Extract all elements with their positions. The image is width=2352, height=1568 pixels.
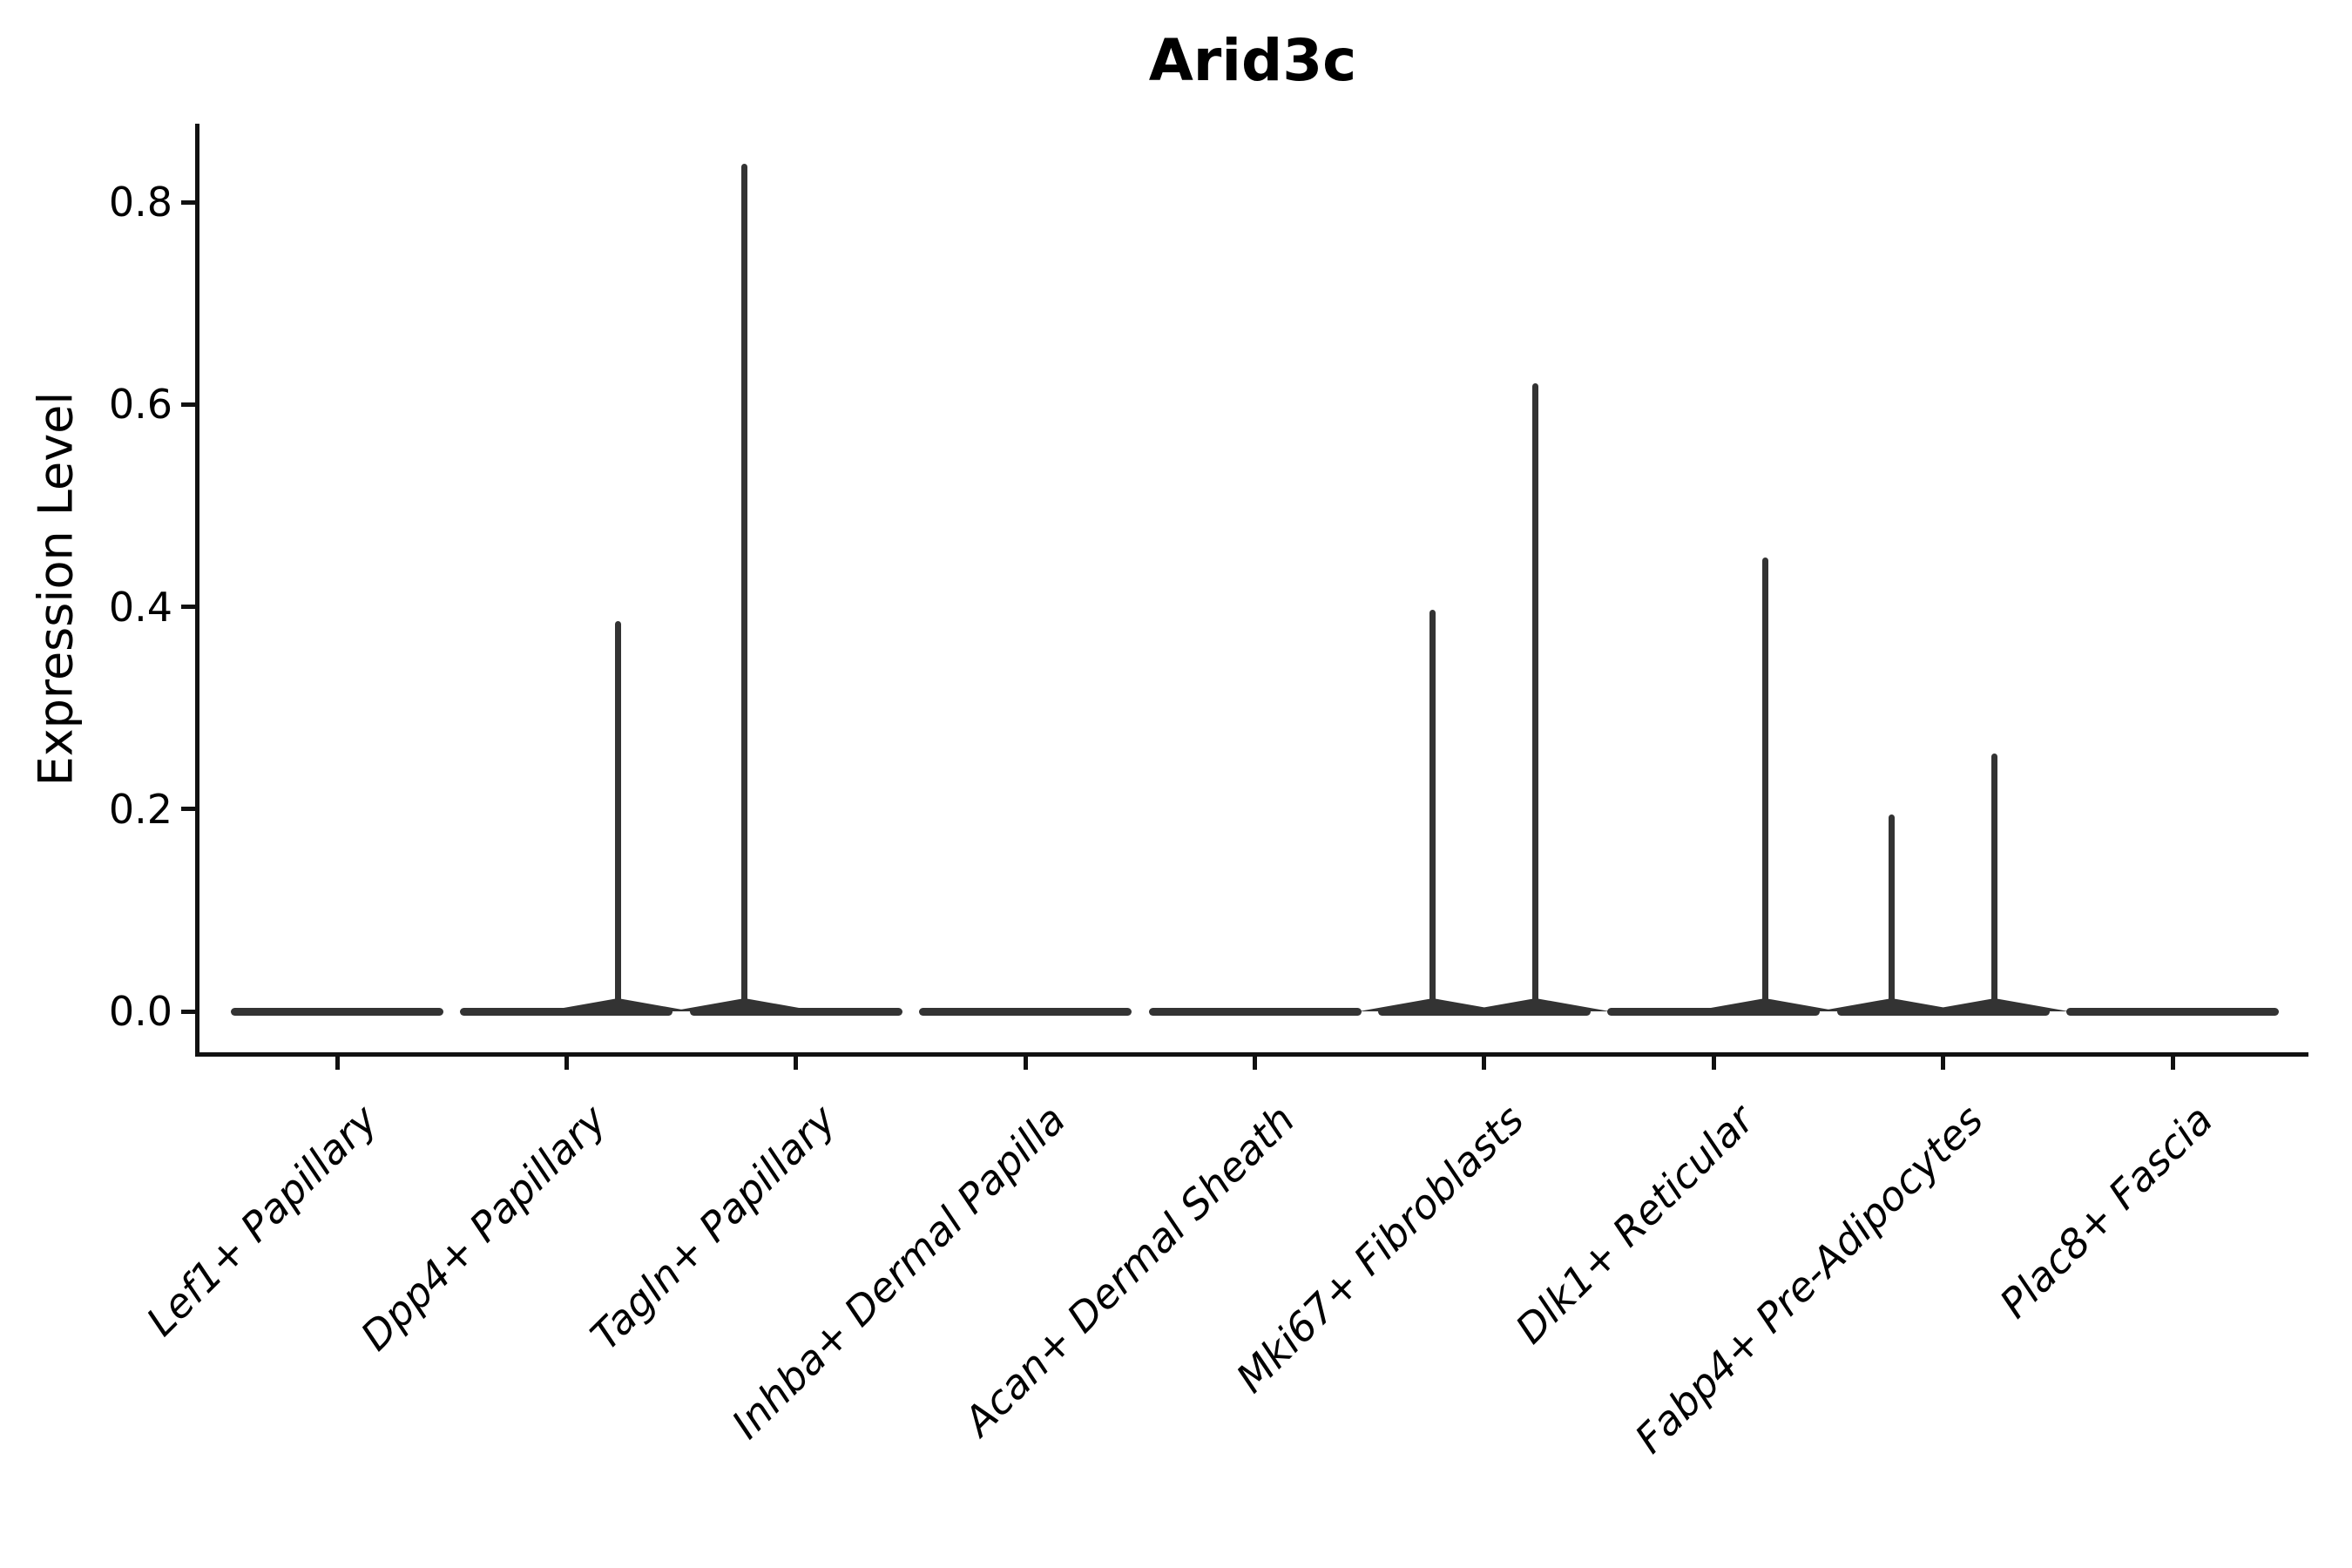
violin-spike (1991, 753, 1998, 1015)
violin-spike (1761, 557, 1768, 1015)
y-axis-spine (195, 124, 199, 1057)
y-tick-label: 0.8 (108, 179, 172, 226)
violin-spike (1889, 814, 1896, 1015)
x-tick-mark (794, 1054, 799, 1070)
violin-body (1607, 1007, 1821, 1016)
chart-title: Arid3c (1148, 27, 1357, 94)
x-tick-mark (564, 1054, 569, 1070)
y-tick-mark (181, 605, 197, 609)
y-tick-mark (181, 199, 197, 205)
y-tick-mark (181, 807, 197, 812)
y-tick-mark (181, 402, 197, 407)
violin-body (460, 1007, 673, 1016)
x-tick-mark (335, 1054, 340, 1070)
violin-body (1377, 1007, 1591, 1016)
violin-spike (741, 163, 748, 1015)
x-tick-mark (1253, 1054, 1257, 1070)
x-tick-label: Dlk1+ Reticular (1505, 1096, 1763, 1353)
violin-body (689, 1007, 902, 1016)
x-tick-mark (2170, 1054, 2175, 1070)
violin-body (1148, 1007, 1362, 1016)
violin-spike (614, 620, 621, 1015)
violin-spike (1532, 382, 1539, 1015)
x-tick-mark (1711, 1054, 1716, 1070)
x-tick-label: Dpp4+ Papillary (351, 1096, 616, 1360)
violin-body (919, 1007, 1132, 1016)
x-tick-label: Tagln+ Papillary (581, 1096, 845, 1360)
x-tick-mark (1941, 1054, 1946, 1070)
y-tick-label: 0.6 (108, 381, 172, 429)
violin-body (231, 1007, 443, 1016)
x-tick-label: Lef1+ Papillary (137, 1096, 387, 1345)
x-tick-label: Plac8+ Fascia (1990, 1096, 2222, 1328)
x-axis-spine (195, 1052, 2308, 1057)
y-tick-label: 0.2 (108, 785, 172, 833)
x-tick-mark (1023, 1054, 1028, 1070)
violin-body (2066, 1007, 2279, 1016)
y-tick-mark (181, 1009, 197, 1014)
violin-spike (1429, 609, 1436, 1015)
y-tick-label: 0.0 (108, 988, 172, 1035)
violin-body (1836, 1007, 2050, 1016)
y-tick-label: 0.4 (108, 583, 172, 631)
x-tick-mark (1482, 1054, 1487, 1070)
